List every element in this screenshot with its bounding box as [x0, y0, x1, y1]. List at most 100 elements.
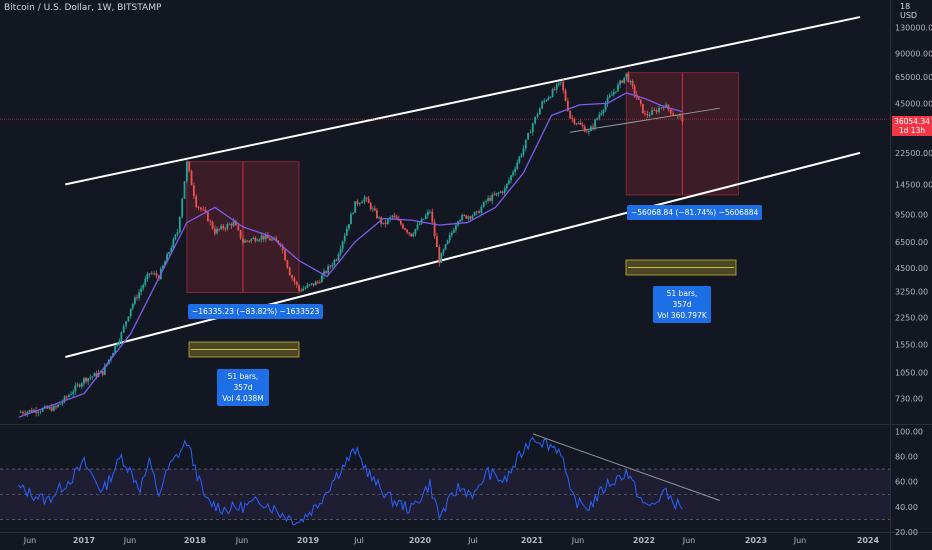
candle-body: [501, 191, 504, 193]
candle-body: [463, 215, 466, 216]
candle-body: [646, 113, 649, 116]
candle-body: [22, 412, 24, 414]
candle-body: [260, 235, 263, 240]
candle-body: [325, 271, 327, 273]
candle-body: [146, 274, 149, 280]
candle-body: [644, 113, 646, 114]
time-tick-label: 2023: [745, 536, 767, 545]
candle-body: [131, 303, 134, 309]
candle-body: [361, 201, 364, 204]
current-price-tag: 36054.34 1d 13h: [892, 116, 932, 136]
candle-body: [211, 221, 214, 229]
candle-body: [571, 118, 574, 119]
candle-body: [365, 197, 368, 199]
candle-body: [222, 225, 225, 229]
candle-body: [19, 412, 22, 413]
candle-body: [172, 239, 175, 249]
candle-body: [59, 403, 62, 405]
measure-stats-label-2[interactable]: 51 bars, 357d Vol 360.797K: [653, 286, 711, 323]
candle-body: [286, 260, 289, 268]
candle-body: [331, 265, 334, 267]
candle-body: [549, 96, 552, 98]
candle-body: [293, 277, 296, 282]
candle-body: [248, 240, 251, 242]
bar-countdown: 1d 13h: [898, 126, 926, 135]
candle-body: [76, 384, 79, 386]
time-tick-label: 2018: [184, 536, 207, 545]
candle-body: [621, 80, 624, 83]
candle-body: [639, 99, 642, 104]
candle-body: [26, 411, 29, 415]
candle-body: [218, 228, 220, 230]
candle-body: [497, 192, 500, 194]
candle-body: [531, 123, 534, 133]
candle-body: [518, 156, 521, 163]
candle-body: [230, 223, 233, 226]
candle-body: [485, 200, 487, 202]
candle-body: [536, 114, 539, 117]
candle-body: [316, 281, 319, 283]
candle-body: [592, 126, 594, 128]
candle-body: [304, 287, 307, 289]
measure-change-label-2[interactable]: −56068.84 (−81.74%) −5606884: [627, 205, 763, 220]
candle-body: [343, 235, 346, 242]
candle-body: [399, 220, 402, 225]
candle-body: [181, 198, 184, 217]
candle-body: [612, 91, 615, 95]
candle-body: [269, 238, 271, 241]
candle-body: [672, 113, 674, 115]
candle-body: [478, 211, 480, 214]
candle-body: [300, 290, 303, 292]
candle-body: [431, 211, 434, 222]
measure-change-label-1[interactable]: −16335.23 (−83.82%) −1633523: [188, 304, 324, 319]
candle-body: [414, 229, 417, 235]
candle-body: [352, 212, 354, 214]
candle-body: [625, 73, 628, 78]
candle-body: [166, 253, 169, 262]
time-tick-label: Jun: [682, 536, 696, 545]
candle-body: [489, 198, 492, 201]
candle-body: [148, 273, 151, 275]
candle-body: [348, 224, 350, 229]
candle-body: [538, 108, 541, 115]
candle-body: [579, 123, 582, 125]
candle-body: [308, 284, 311, 286]
candle-body: [482, 201, 485, 207]
candle-body: [594, 119, 597, 128]
candle-body: [155, 273, 158, 276]
candle-body: [674, 114, 677, 117]
candle-body: [337, 254, 340, 261]
candle-body: [170, 248, 173, 253]
candle-body: [522, 148, 525, 155]
candle-body: [660, 107, 663, 109]
candle-body: [631, 81, 634, 86]
candle-body: [202, 209, 205, 211]
candle-body: [473, 212, 476, 216]
candle-body: [72, 391, 75, 395]
candle-body: [436, 236, 438, 247]
candle-body: [651, 110, 653, 115]
candle-body: [642, 103, 644, 114]
candle-body: [410, 233, 413, 237]
axis-top-controls[interactable]: 18 USD: [900, 2, 917, 20]
candle-body: [120, 332, 123, 341]
current-price-value: 36054.34: [894, 117, 930, 126]
time-tick-label: 2024: [857, 536, 880, 545]
candle-body: [583, 126, 586, 132]
candle-body: [254, 237, 257, 242]
candle-body: [356, 201, 359, 205]
candle-body: [499, 191, 502, 193]
measure-stats-label-1[interactable]: 51 bars, 357d Vol 4.038M: [217, 369, 269, 406]
candle-body: [514, 168, 517, 173]
currency-label[interactable]: USD: [900, 11, 918, 20]
candle-body: [418, 223, 421, 225]
candle-body: [195, 196, 198, 207]
price-tick-label: 1550.00: [895, 340, 928, 349]
candle-body: [623, 77, 626, 83]
candle-body: [118, 340, 121, 345]
candle-body: [559, 81, 562, 83]
candle-body: [653, 110, 656, 112]
candle-body: [176, 232, 179, 235]
candle-body: [80, 383, 83, 387]
